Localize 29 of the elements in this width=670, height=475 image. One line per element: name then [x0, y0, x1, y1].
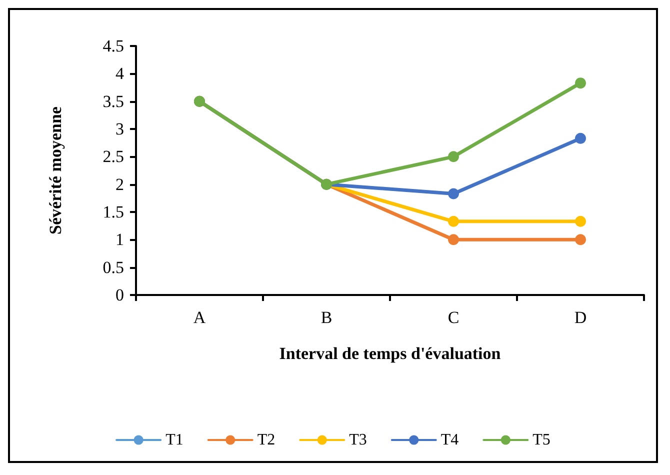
x-tick-label: A	[193, 308, 206, 327]
legend-label: T1	[166, 432, 184, 448]
x-tick-label: C	[448, 308, 460, 327]
point	[448, 151, 459, 162]
point	[448, 216, 459, 227]
y-tick-label: 2.5	[102, 147, 124, 166]
point	[575, 132, 586, 144]
y-tick-label: 3	[116, 120, 124, 138]
y-tick-label: 1	[116, 230, 124, 250]
legend-label: T5	[532, 432, 550, 448]
y-tick-label: 0	[116, 286, 124, 304]
y-tick-label: 0.5	[102, 258, 124, 277]
y-tick-label: 1.5	[102, 202, 124, 222]
y-tick-label: 4	[116, 64, 124, 84]
point	[575, 78, 586, 89]
point	[448, 188, 459, 200]
legend-label: T2	[257, 432, 276, 448]
point	[575, 216, 586, 227]
x-tick-label: B	[320, 308, 332, 327]
y-axis-title: Sévérité moyenne	[46, 106, 65, 234]
legend-label: T4	[440, 432, 459, 448]
y-tick-label: 2	[116, 174, 124, 194]
y-tick-label: 4.5	[102, 36, 124, 56]
x-tick-label: D	[574, 308, 587, 327]
y-tick-label: 3.5	[102, 92, 124, 111]
legend-label: T3	[349, 432, 367, 448]
point	[448, 234, 459, 246]
x-axis-title: Interval de temps d'évaluation	[279, 344, 502, 363]
point	[575, 234, 586, 246]
